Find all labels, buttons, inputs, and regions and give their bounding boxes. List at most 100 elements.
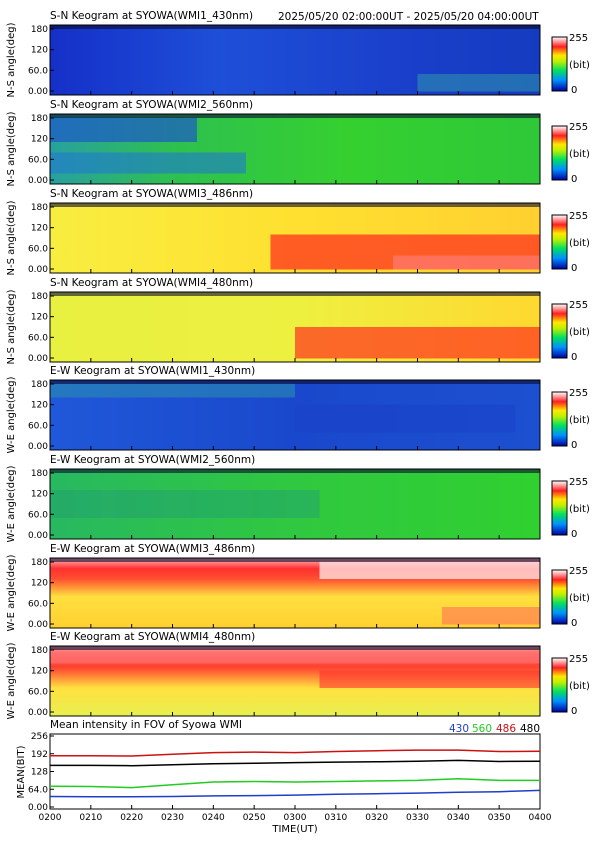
x-tick-label: 0350: [488, 813, 511, 823]
y-tick-label: 180: [31, 203, 48, 213]
colorbar-min-label: 0: [571, 174, 577, 185]
y-tick-label: 60.0: [28, 687, 48, 697]
y-tick-label: 0.00: [28, 442, 48, 452]
x-tick-label: 0330: [406, 813, 429, 823]
panel-title: S-N Keogram at SYOWA(WMI1_430nm): [50, 10, 253, 22]
series-line-560: [49, 777, 540, 789]
colorbar: [551, 657, 568, 713]
keogram-panel: S-N Keogram at SYOWA(WMI4_480nm)180 120 60…: [6, 277, 590, 365]
y-tick-label: 180: [31, 380, 48, 390]
keogram-panels: S-N Keogram at SYOWA(WMI1_430nm) 180 120 60…: [6, 10, 590, 719]
colorbar-max-label: 255: [569, 300, 588, 311]
keogram-panel: S-N Keogram at SYOWA(WMI3_486nm)180 120 60…: [6, 188, 590, 276]
panel-ylabel: W-E angle(deg): [6, 554, 17, 631]
panel-title: E-W Keogram at SYOWA(WMI2_560nm): [50, 454, 255, 466]
mean-intensity-panel: Mean intensity in FOV of Syowa WMI 430 5…: [16, 719, 552, 835]
y-tick-label: 120: [31, 135, 48, 145]
keogram-panel: E-W Keogram at SYOWA(WMI4_480nm)180 120 60…: [6, 631, 590, 719]
x-tick-label: 0230: [161, 813, 184, 823]
mean-y-tick-label: 256: [31, 732, 48, 742]
colorbar-unit-label: (bit): [569, 149, 590, 160]
keogram-edge-band: [50, 646, 540, 650]
y-tick-label: 120: [31, 46, 48, 56]
y-tick-label: 0.00: [28, 265, 48, 275]
keogram-feature: [50, 649, 540, 664]
keogram-feature: [50, 383, 295, 398]
colorbar-max-label: 255: [569, 388, 588, 399]
colorbar-max-label: 255: [569, 477, 588, 488]
y-tick-label: 60.0: [28, 66, 48, 76]
time-range: 2025/05/20 02:00:00UT - 2025/05/20 04:00…: [278, 11, 539, 23]
y-tick-label: 120: [31, 490, 48, 500]
x-tick-label: 0210: [79, 813, 102, 823]
colorbar: [551, 480, 568, 536]
mean-ylabel: MEAN(BIT): [16, 745, 27, 798]
panel-ylabel: N-S angle(deg): [6, 111, 17, 186]
y-tick-label: 60.0: [28, 421, 48, 431]
keogram-panel: E-W Keogram at SYOWA(WMI2_560nm)180 120 60…: [6, 454, 590, 542]
keogram-feature: [295, 327, 540, 359]
keogram-panel: E-W Keogram at SYOWA(WMI1_430nm)180 120 60…: [6, 365, 590, 453]
keogram-feature: [50, 490, 320, 518]
series-line-486: [50, 749, 541, 757]
y-tick-label: 120: [31, 313, 48, 323]
colorbar-max-label: 255: [569, 566, 588, 577]
legend-430: 430: [449, 723, 469, 735]
y-tick-label: 60.0: [28, 244, 48, 254]
colorbar-unit-label: (bit): [569, 327, 590, 338]
y-tick-label: 0.00: [28, 354, 48, 364]
panel-ylabel: N-S angle(deg): [6, 200, 17, 275]
y-tick-label: 180: [31, 114, 48, 124]
legend-480: 480: [520, 723, 540, 735]
panel-ylabel: W-E angle(deg): [6, 376, 17, 453]
y-tick-label: 60.0: [28, 510, 48, 520]
panel-title: S-N Keogram at SYOWA(WMI4_480nm): [50, 277, 253, 289]
y-tick-label: 120: [31, 401, 48, 411]
y-tick-label: 180: [31, 469, 48, 479]
keogram-edge-band: [50, 558, 540, 562]
keogram-edge-band: [50, 469, 540, 473]
x-tick-label: 0240: [202, 813, 225, 823]
keogram-edge-band: [50, 114, 540, 118]
mean-y-tick-label: 128: [31, 768, 48, 778]
mean-chart-title: Mean intensity in FOV of Syowa WMI: [50, 719, 242, 731]
colorbar-unit-label: (bit): [569, 415, 590, 426]
colorbar: [551, 214, 568, 270]
y-tick-label: 180: [31, 646, 48, 656]
x-tick-label: 0200: [39, 813, 62, 823]
x-tick-label: 0310: [324, 813, 347, 823]
colorbar-min-label: 0: [571, 618, 577, 629]
colorbar-unit-label: (bit): [569, 238, 590, 249]
keogram-feature: [50, 117, 197, 142]
y-tick-label: 120: [31, 579, 48, 589]
panel-title: S-N Keogram at SYOWA(WMI3_486nm): [50, 188, 253, 200]
y-tick-label: 0.00: [28, 531, 48, 541]
keogram-feature: [50, 152, 246, 174]
mean-y-tick-label: 64.0: [28, 785, 48, 795]
y-tick-label: 0.00: [28, 176, 48, 186]
keogram-edge-band: [50, 25, 540, 29]
y-tick-label: 0.00: [28, 620, 48, 630]
x-tick-label: 0340: [447, 813, 470, 823]
colorbar-max-label: 255: [569, 122, 588, 133]
x-tick-label: 0300: [284, 813, 307, 823]
x-tick-label: 0320: [365, 813, 388, 823]
panel-ylabel: W-E angle(deg): [6, 642, 17, 719]
colorbar-unit-label: (bit): [569, 593, 590, 604]
mean-xlabel: TIME(UT): [271, 824, 317, 835]
panel-title: E-W Keogram at SYOWA(WMI4_480nm): [50, 631, 255, 643]
mean-plot-frame: [49, 733, 541, 810]
colorbar: [551, 391, 568, 447]
y-tick-label: 60.0: [28, 333, 48, 343]
keogram-feature: [442, 607, 540, 625]
y-tick-label: 0.00: [28, 87, 48, 97]
colorbar-unit-label: (bit): [569, 504, 590, 515]
y-tick-label: 180: [31, 292, 48, 302]
mean-y-tick-label: 192: [31, 750, 48, 760]
keogram-panel: S-N Keogram at SYOWA(WMI2_560nm)180 120 60…: [6, 99, 590, 187]
colorbar-max-label: 255: [569, 211, 588, 222]
y-tick-label: 120: [31, 667, 48, 677]
colorbar: [551, 569, 568, 625]
colorbar-min-label: 0: [571, 440, 577, 451]
panel-title: E-W Keogram at SYOWA(WMI3_486nm): [50, 543, 255, 555]
